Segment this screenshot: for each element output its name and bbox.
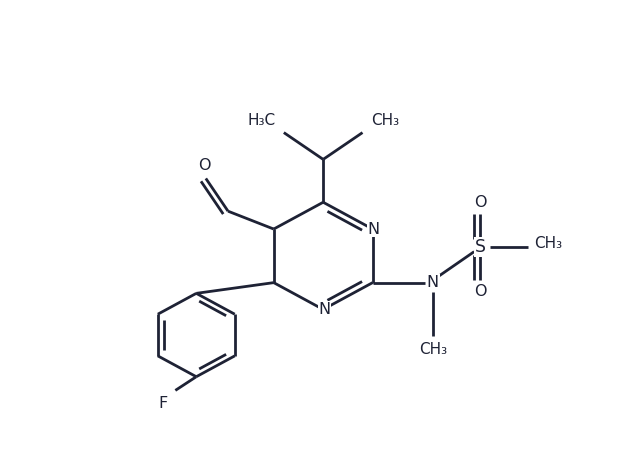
Text: S: S <box>475 238 486 256</box>
Text: O: O <box>474 284 487 299</box>
Text: F: F <box>158 396 167 411</box>
Text: H₃C: H₃C <box>248 113 276 128</box>
Text: CH₃: CH₃ <box>534 236 563 251</box>
Text: N: N <box>427 275 439 290</box>
Text: N: N <box>368 221 380 236</box>
Text: CH₃: CH₃ <box>371 113 399 128</box>
Text: CH₃: CH₃ <box>419 342 447 357</box>
Text: O: O <box>198 158 211 173</box>
Text: O: O <box>474 195 487 210</box>
Text: N: N <box>318 302 330 317</box>
